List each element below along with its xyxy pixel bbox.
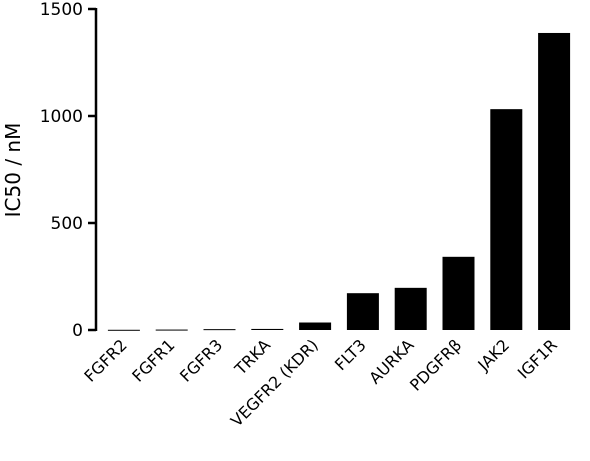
- x-tick-label: IGF1R: [514, 335, 561, 382]
- y-tick-label: 0: [72, 321, 83, 341]
- x-tick-label: FGFR3: [176, 335, 226, 385]
- x-tick-label: JAK2: [473, 335, 513, 375]
- y-tick-label: 500: [51, 214, 83, 234]
- bar: [394, 287, 427, 330]
- bars: [107, 32, 571, 331]
- x-tick-label: PDGFRβ: [406, 335, 465, 394]
- bar: [490, 109, 523, 330]
- x-tick-label: FLT3: [331, 335, 370, 374]
- x-tick-label: VEGFR2 (KDR): [227, 335, 322, 430]
- y-tick-label: 1000: [40, 107, 83, 127]
- y-tick-label: 1500: [40, 0, 83, 20]
- bar: [346, 293, 379, 330]
- y-axis-title: IC50 / nM: [1, 123, 25, 218]
- x-tick-label: TRKA: [230, 335, 274, 379]
- y-ticks: 0 500 1000 1500: [40, 0, 96, 341]
- x-tick-label: FGFR2: [80, 335, 130, 385]
- bar: [299, 322, 332, 330]
- bar: [251, 328, 284, 330]
- bar: [538, 32, 571, 331]
- bar: [442, 256, 475, 330]
- bar: [203, 329, 236, 331]
- bar: [155, 329, 188, 331]
- x-tick-label: FGFR1: [128, 335, 178, 385]
- bar: [107, 329, 140, 331]
